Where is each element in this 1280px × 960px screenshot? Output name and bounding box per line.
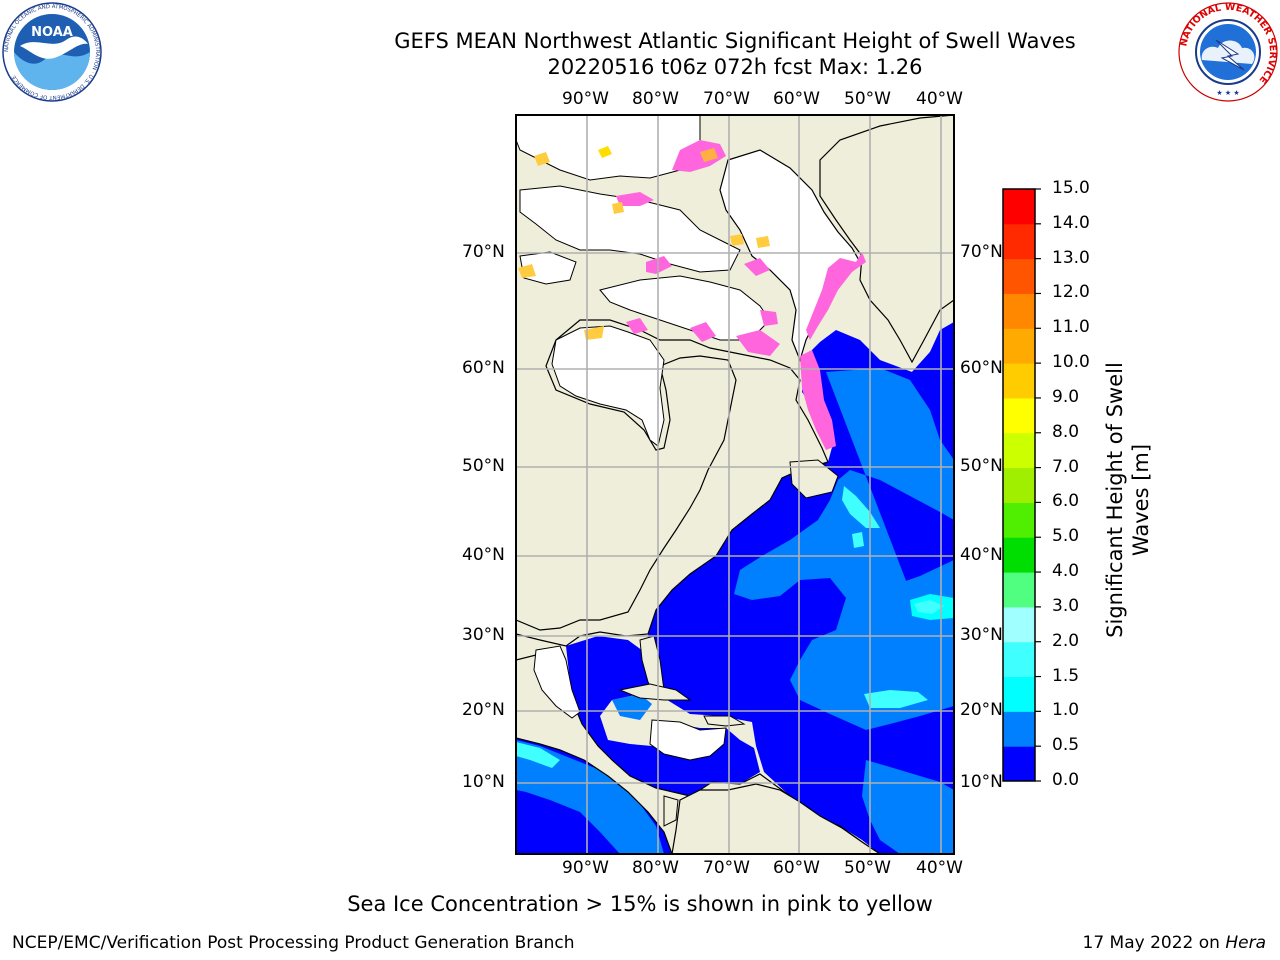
south-america-coast: [671, 783, 882, 854]
sea-ice-note: Sea Ice Concentration > 15% is shown in …: [347, 892, 933, 916]
lon-label-bottom: 50°W: [844, 858, 891, 878]
noaa-logo-icon: NOAA NATIONAL OCEANIC AND ATMOSPHERIC AD…: [2, 2, 102, 102]
lon-label-top: 70°W: [703, 89, 750, 109]
colorbar-tick-label: 1.0: [1052, 700, 1080, 721]
colorbar-tick-label: 7.0: [1052, 456, 1080, 477]
gulf-swell: [566, 636, 760, 800]
lat-label-right: 30°N: [960, 625, 1003, 645]
colorbar-tick-label: 1.5: [1052, 665, 1080, 686]
map-subtitle: 20220516 t06z 072h fcst Max: 1.26: [547, 55, 923, 79]
footer-host: Hera: [1225, 933, 1266, 953]
colorbar-segment: [1003, 258, 1035, 294]
lat-label-left: 70°N: [462, 242, 505, 262]
lat-label-left: 10°N: [462, 772, 505, 792]
footer-date: 17 May 2022 on Hera: [1083, 933, 1267, 953]
colorbar-segment: [1003, 537, 1035, 573]
lat-label-right: 20°N: [960, 700, 1003, 720]
lon-label-top: 50°W: [844, 89, 891, 109]
lon-label-top: 80°W: [632, 89, 679, 109]
colorbar-tick-label: 4.0: [1052, 561, 1080, 582]
colorbar-tick-label: 14.0: [1052, 212, 1090, 233]
colorbar-tick-label: 15.0: [1052, 178, 1090, 198]
colorbar-tick-label: 8.0: [1052, 421, 1080, 442]
lon-label-bottom: 60°W: [773, 858, 820, 878]
colorbar-segment: [1003, 467, 1035, 503]
graticule: [516, 115, 954, 854]
lat-label-right: 60°N: [960, 358, 1003, 378]
lon-label-top: 40°W: [916, 89, 963, 109]
colorbar-segment: [1003, 223, 1035, 260]
lat-label-left: 40°N: [462, 545, 505, 565]
colorbar-segment: [1003, 746, 1035, 782]
lon-label-top: 60°W: [773, 89, 820, 109]
colorbar-segment: [1003, 363, 1035, 399]
lon-label-bottom: 70°W: [703, 858, 750, 878]
map-frame: [515, 114, 955, 855]
colorbar-segment: [1003, 328, 1035, 364]
colorbar-tick-label: 11.0: [1052, 317, 1090, 338]
colorbar-tick-label: 0.0: [1052, 770, 1080, 790]
lat-label-right: 70°N: [960, 242, 1003, 262]
lat-label-right: 10°N: [960, 772, 1003, 792]
colorbar-tick-label: 2.0: [1052, 630, 1080, 651]
svg-text:★ ★ ★: ★ ★ ★: [1216, 89, 1239, 97]
colorbar-tick-label: 5.0: [1052, 526, 1080, 547]
colorbar-tick-label: 10.0: [1052, 352, 1090, 373]
colorbar-segment: [1003, 676, 1035, 712]
colorbar-tick-label: 9.0: [1052, 386, 1080, 407]
nws-logo-icon: NATIONAL WEATHER SERVICE ★ ★ ★: [1178, 2, 1278, 102]
lon-label-top: 90°W: [562, 89, 609, 109]
colorbar-segment: [1003, 502, 1035, 538]
lat-label-right: 40°N: [960, 545, 1003, 565]
colorbar: [1002, 188, 1041, 782]
colorbar-segment: [1003, 641, 1035, 678]
lon-label-bottom: 40°W: [916, 858, 963, 878]
colorbar-tick-label: 3.0: [1052, 595, 1080, 616]
lat-label-left: 20°N: [462, 700, 505, 720]
footer-date-text: 17 May 2022 on: [1082, 933, 1226, 953]
colorbar-segment: [1003, 711, 1035, 747]
colorbar-title: Significant Height of Swell Waves [m]: [1103, 362, 1153, 638]
lat-label-right: 50°N: [960, 456, 1003, 476]
lon-label-bottom: 80°W: [632, 858, 679, 878]
colorbar-tick-label: 6.0: [1052, 491, 1080, 512]
footer-credit: NCEP/EMC/Verification Post Processing Pr…: [12, 933, 575, 953]
lon-label-bottom: 90°W: [562, 858, 609, 878]
colorbar-segment: [1003, 397, 1035, 434]
colorbar-segment: [1003, 572, 1035, 608]
colorbar-segment: [1003, 432, 1035, 469]
colorbar-segment: [1003, 606, 1035, 643]
colorbar-tick-label: 0.5: [1052, 735, 1080, 756]
svg-text:NOAA: NOAA: [31, 25, 73, 40]
colorbar-tick-label: 13.0: [1052, 247, 1090, 268]
colorbar-tick-label: 12.0: [1052, 282, 1090, 303]
sea-ice-overlay: [518, 140, 866, 450]
caribbean-islands: [649, 719, 727, 761]
colorbar-segment: [1003, 293, 1035, 329]
colorbar-segment: [1003, 189, 1035, 225]
lat-label-left: 60°N: [462, 358, 505, 378]
map-title: GEFS MEAN Northwest Atlantic Significant…: [394, 29, 1076, 53]
lat-label-left: 30°N: [462, 625, 505, 645]
lat-label-left: 50°N: [462, 456, 505, 476]
